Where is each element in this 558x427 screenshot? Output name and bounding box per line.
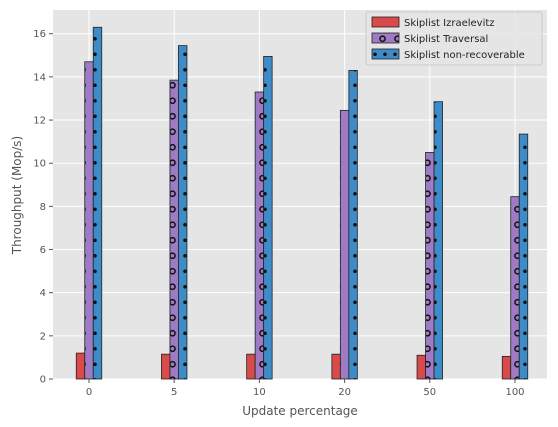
bar: [510, 196, 520, 380]
legend-swatch-outline: [371, 48, 400, 60]
y-tick-label: 16: [33, 29, 46, 40]
bar-hatch: [263, 56, 273, 379]
bar-hatch: [510, 196, 520, 379]
bar-hatch: [169, 80, 179, 379]
bar-outline: [518, 133, 529, 380]
bar: [75, 352, 86, 380]
bar-hatch: [84, 61, 94, 379]
bar-hatch: [348, 70, 358, 379]
legend-swatch-hatch: [372, 33, 399, 43]
x-tick-label: 5: [171, 387, 177, 398]
legend-box: [365, 11, 543, 66]
y-tick-label: 10: [33, 159, 46, 170]
legend-entry: Skiplist Izraelevitz: [371, 16, 495, 29]
bar: [518, 133, 529, 380]
bar: [169, 79, 179, 380]
bar-fill: [161, 354, 170, 379]
bar-fill: [76, 353, 85, 379]
x-tick-label: 20: [338, 387, 351, 398]
bar-outline: [348, 70, 358, 380]
legend-swatch-hatch: [372, 49, 399, 59]
bar-hatch: [340, 110, 349, 379]
bars: [75, 26, 529, 380]
bar: [501, 355, 512, 380]
y-tick-label: 14: [33, 72, 46, 83]
bar-fill: [246, 354, 256, 379]
bar: [92, 26, 103, 380]
legend-label: Skiplist non-recoverable: [404, 50, 525, 61]
x-tick-label: 10: [253, 387, 266, 398]
legend-swatch: [372, 17, 399, 27]
bar-hatch: [425, 152, 435, 379]
bar-hatch: [255, 92, 264, 379]
legend-label: Skiplist Traversal: [404, 34, 488, 45]
bar: [348, 70, 358, 380]
bar-hatch: [519, 134, 528, 379]
y-tick-label: 4: [40, 288, 46, 299]
bar: [416, 354, 426, 380]
y-tick-label: 12: [33, 116, 46, 127]
legend-entry: Skiplist Traversal: [371, 32, 488, 45]
bar-outline: [433, 101, 443, 380]
bar-outline: [92, 26, 103, 380]
y-tick-label: 8: [40, 202, 46, 213]
x-axis: 0 5 10 20 50 100: [86, 379, 525, 398]
x-tick-label: 50: [423, 387, 436, 398]
legend-entry: Skiplist non-recoverable: [371, 48, 525, 61]
bar: [246, 353, 256, 380]
bar-outline: [263, 55, 273, 380]
bar: [433, 101, 443, 380]
bar: [178, 45, 188, 380]
x-tick-label: 100: [505, 387, 524, 398]
y-tick-label: 6: [40, 245, 46, 256]
legend-swatch-outline: [371, 32, 400, 44]
bar-fill: [417, 355, 426, 379]
bar: [263, 55, 273, 380]
bar-outline: [178, 45, 188, 380]
bar-fill: [331, 354, 341, 379]
bar-hatch: [93, 27, 102, 380]
bar: [339, 109, 350, 380]
bar-fill: [502, 356, 511, 379]
bar: [331, 353, 341, 380]
bar: [84, 61, 94, 380]
legend-label: Skiplist Izraelevitz: [404, 18, 495, 29]
y-tick-label: 0: [40, 375, 46, 386]
y-tick-label: 2: [40, 331, 46, 342]
bar: [425, 152, 435, 380]
bar-hatch: [434, 101, 443, 380]
legend: Skiplist Izraelevitz Skiplist Traversal Sk…: [365, 11, 543, 66]
legend-swatch-outline: [371, 16, 400, 28]
bar-hatch: [178, 45, 187, 380]
y-axis: 0 2 4 6 8 10 12 14 16: [33, 29, 53, 386]
x-axis-label: Update percentage: [242, 404, 358, 418]
x-tick-label: 0: [86, 387, 92, 398]
plot-background: [53, 10, 547, 379]
y-axis-label: Throughput (Mop/s): [10, 136, 24, 256]
bar: [254, 91, 265, 380]
bar: [161, 353, 171, 380]
